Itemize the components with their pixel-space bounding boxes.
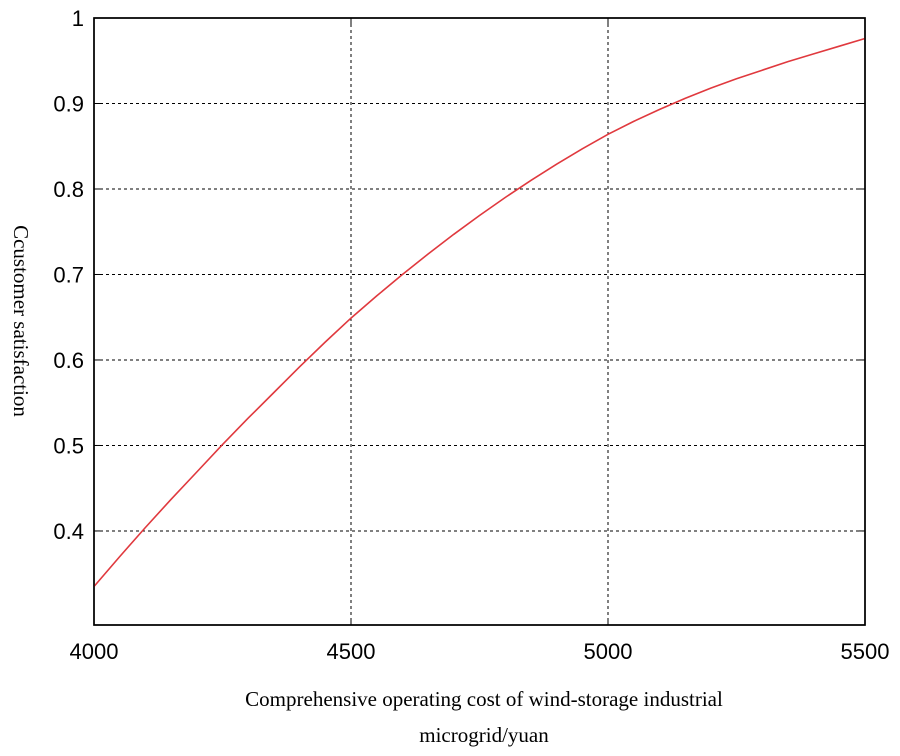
x-tick-label: 5000 xyxy=(584,639,633,664)
x-tick-label: 4000 xyxy=(70,639,119,664)
x-axis-title-line-2: microgrid/yuan xyxy=(419,723,549,747)
y-tick-label: 0.4 xyxy=(53,519,84,544)
series-layer xyxy=(93,37,866,588)
x-tick-label: 5500 xyxy=(841,639,890,664)
series-line xyxy=(93,37,866,588)
x-axis-title-line-1: Comprehensive operating cost of wind-sto… xyxy=(245,687,723,711)
y-tick-label: 0.6 xyxy=(53,348,84,373)
y-tick-label: 0.5 xyxy=(53,433,84,458)
x-tick-label: 4500 xyxy=(327,639,376,664)
y-tick-label: 0.7 xyxy=(53,262,84,287)
y-tick-label: 0.9 xyxy=(53,91,84,116)
plot-area xyxy=(93,17,866,626)
ticks: 4000 4500 5000 5500 0.4 0.5 0.6 0.7 0.8 0.9 1 xyxy=(53,6,889,664)
y-tick-label: 1 xyxy=(72,6,84,31)
y-tick-label: 0.8 xyxy=(53,177,84,202)
y-axis-title: Ccustomer satisfaction xyxy=(9,225,33,417)
plot-frame xyxy=(93,17,866,626)
grid xyxy=(94,18,865,625)
